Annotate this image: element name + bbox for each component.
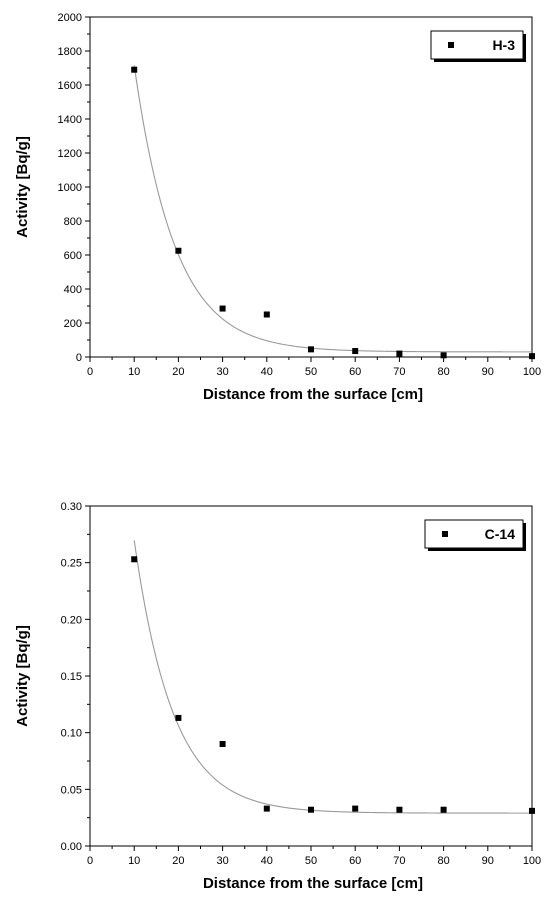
fit-curve: [133, 65, 532, 353]
x-tick-label: 90: [482, 855, 494, 867]
x-tick-label: 50: [305, 366, 317, 378]
x-tick-label: 0: [87, 855, 93, 867]
x-axis: 0 10 20 30 40 50 60 70 80 90 100: [87, 846, 541, 867]
data-series: [131, 66, 535, 360]
x-tick-label: 70: [393, 855, 405, 867]
x-tick-label: 100: [523, 855, 541, 867]
x-tick-label: 80: [437, 855, 449, 867]
legend-box: [424, 519, 524, 549]
y-tick-label: 1200: [58, 148, 82, 160]
legend: H-3: [430, 30, 526, 62]
data-point: [263, 805, 270, 812]
x-tick-label: 10: [128, 366, 140, 378]
data-point: [440, 806, 447, 813]
data-point: [396, 806, 403, 813]
y-tick-label: 2000: [58, 12, 82, 24]
y-axis: 0.00 0.05 0.10 0.15 0.20 0.25 0.30: [61, 501, 90, 853]
x-tick-label: 40: [261, 366, 273, 378]
y-tick-label: 0.30: [61, 501, 82, 513]
y-tick-label: 0.00: [61, 841, 82, 853]
data-point: [175, 247, 182, 254]
data-point: [263, 311, 270, 318]
y-tick-label: 200: [64, 318, 82, 330]
y-tick-label: 600: [64, 250, 82, 262]
y-tick-label: 0.25: [61, 558, 82, 570]
data-point: [219, 305, 226, 312]
chart-panel-1: 0 10 20 30 40 50 60 70 80 90 100020040060080010001…: [14, 12, 541, 403]
data-point: [175, 714, 182, 721]
y-axis-label: Activity [Bq/g]: [14, 625, 31, 727]
x-tick-label: 30: [216, 855, 228, 867]
y-tick-label: 1400: [58, 114, 82, 126]
data-point: [440, 352, 447, 359]
legend-label: C-14: [485, 526, 516, 542]
legend-marker: [448, 42, 454, 48]
x-tick-label: 50: [305, 855, 317, 867]
y-tick-label: 400: [64, 284, 82, 296]
x-tick-label: 20: [172, 855, 184, 867]
data-series: [131, 556, 535, 814]
data-point: [219, 741, 226, 747]
y-tick-label: 0.20: [61, 614, 82, 626]
data-point: [308, 806, 314, 813]
y-tick-label: 1600: [58, 80, 82, 92]
x-tick-label: 20: [172, 366, 184, 378]
legend-marker: [442, 531, 448, 537]
data-point: [396, 350, 403, 357]
data-point: [529, 353, 535, 360]
y-tick-label: 0.10: [61, 728, 82, 740]
legend: C-14: [424, 519, 526, 551]
fit-curve: [133, 540, 532, 814]
data-point: [352, 348, 359, 355]
x-tick-label: 0: [87, 366, 93, 378]
data-point: [131, 66, 138, 73]
x-tick-label: 10: [128, 855, 140, 867]
x-tick-label: 100: [523, 366, 541, 378]
x-axis-label: Distance from the surface [cm]: [203, 875, 423, 892]
plot-frame: [89, 505, 533, 847]
y-tick-label: 0: [76, 352, 82, 364]
x-tick-label: 90: [482, 366, 494, 378]
y-tick-label: 0.15: [61, 671, 82, 683]
data-point: [131, 556, 138, 563]
x-tick-label: 40: [261, 855, 273, 867]
y-axis: 0 200 400 600 800 1000 1200 1400 1600 1800 2000: [58, 12, 90, 364]
x-tick-label: 60: [349, 366, 361, 378]
x-tick-label: 80: [437, 366, 449, 378]
y-tick-label: 1800: [58, 46, 82, 58]
x-tick-label: 70: [393, 366, 405, 378]
y-tick-label: 0.05: [61, 784, 82, 796]
y-tick-label: 800: [64, 216, 82, 228]
data-point: [352, 805, 359, 812]
x-tick-label: 60: [349, 855, 361, 867]
y-tick-label: 1000: [58, 182, 82, 194]
legend-box: [430, 30, 524, 60]
data-point: [308, 346, 314, 353]
x-axis: 0 10 20 30 40 50 60 70 80 90 100: [87, 357, 541, 378]
x-axis-label: Distance from the surface [cm]: [203, 386, 423, 403]
y-axis-label: Activity [Bq/g]: [14, 136, 31, 238]
chart-panel-2: 0 10 20 30 40 50 60 70 80 90 1000.000.050.100.150.…: [14, 501, 541, 892]
x-tick-label: 30: [216, 366, 228, 378]
legend-label: H-3: [492, 37, 515, 53]
data-point: [529, 807, 535, 814]
